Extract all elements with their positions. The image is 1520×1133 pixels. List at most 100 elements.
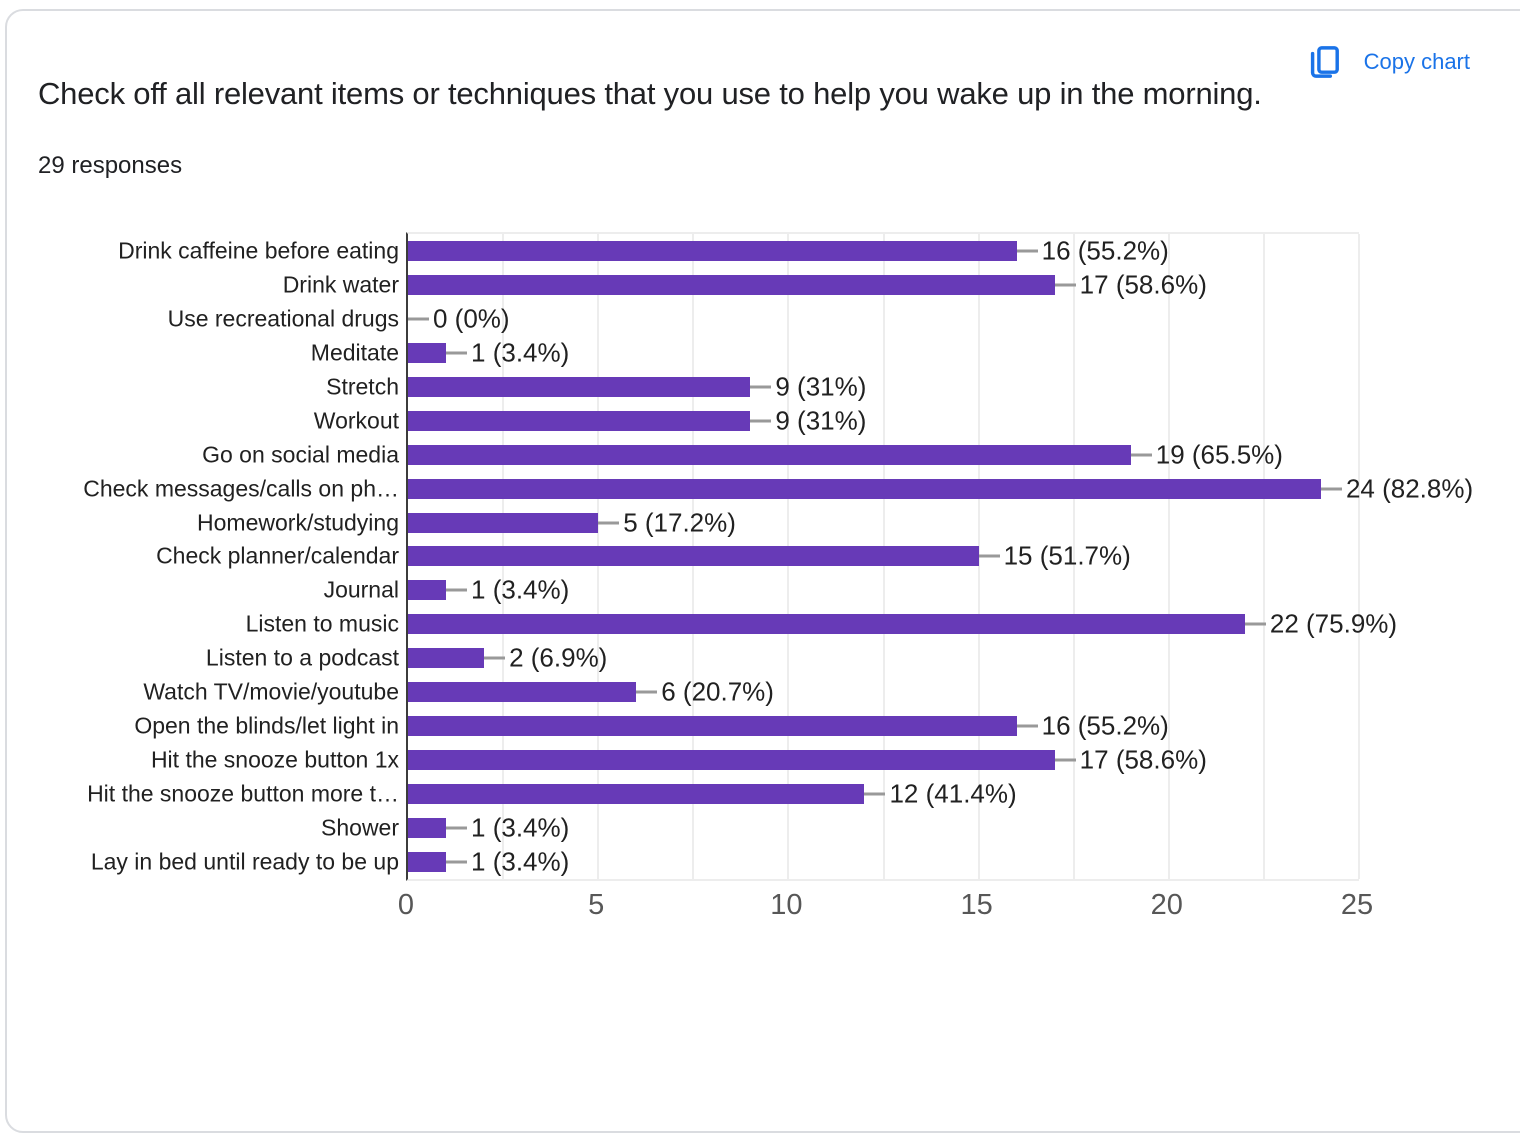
x-tick-label: 25 <box>1340 889 1374 921</box>
value-label: 6 (20.7%) <box>661 676 774 707</box>
whisker-line <box>1016 249 1038 253</box>
bar <box>408 784 865 805</box>
bar <box>408 546 979 567</box>
whisker-line <box>1054 283 1076 287</box>
copy-icon <box>1306 43 1342 81</box>
chart-row: Listen to a podcast 2 (6.9%) <box>206 641 1359 675</box>
chart-row: Listen to music 22 (75.9%) <box>246 607 1397 641</box>
bar <box>408 750 1055 771</box>
value-label: 22 (75.9%) <box>1269 608 1398 639</box>
chart-row: Use recreational drugs 0 (0%) <box>168 302 1359 336</box>
bar <box>408 240 1017 261</box>
whisker-line <box>446 860 468 864</box>
gridline <box>1167 234 1170 879</box>
bar <box>408 410 751 431</box>
value-label: 24 (82.8%) <box>1345 473 1474 504</box>
value-label: 5 (17.2%) <box>623 507 736 538</box>
value-label: 17 (58.6%) <box>1079 744 1207 775</box>
whisker-line <box>484 656 506 660</box>
bar <box>408 716 1017 737</box>
gridline <box>1358 234 1360 879</box>
value-label: 2 (6.9%) <box>509 642 608 673</box>
whisker-line <box>408 317 429 321</box>
chart-row: Drink caffeine before eating 16 (55.2%) <box>118 234 1359 268</box>
whisker-line <box>978 554 1000 558</box>
value-label: 1 (3.4%) <box>471 846 570 877</box>
category-label: Go on social media <box>202 441 399 468</box>
category-label: Use recreational drugs <box>167 305 399 332</box>
whisker-line <box>446 826 468 830</box>
gridline <box>1262 234 1265 879</box>
chart-row: Meditate 1 (3.4%) <box>311 336 1359 370</box>
category-label: Journal <box>323 576 399 603</box>
category-label: Meditate <box>310 339 399 366</box>
category-label: Watch TV/movie/youtube <box>143 678 399 705</box>
category-label: Listen to music <box>245 610 399 637</box>
value-label: 17 (58.6%) <box>1079 269 1207 300</box>
bar <box>408 818 447 839</box>
whisker-line <box>1054 758 1076 762</box>
x-tick-label: 10 <box>770 889 803 921</box>
value-label: 19 (65.5%) <box>1155 439 1283 470</box>
bar <box>408 444 1131 465</box>
gridline <box>1072 234 1075 879</box>
category-label: Hit the snooze button more t… <box>87 780 399 807</box>
chart-row: Hit the snooze button 1x 17 (58.6%) <box>151 743 1359 777</box>
chart-row: Hit the snooze button more t… 12 (41.4%) <box>87 777 1359 811</box>
bar <box>408 512 599 533</box>
chart-row: Open the blinds/let light in 16 (55.2%) <box>134 709 1359 743</box>
whisker-line <box>446 351 468 355</box>
chart-row: Stretch 9 (31%) <box>326 370 1359 404</box>
copy-chart-label: Copy chart <box>1363 49 1470 74</box>
chart-row: Check planner/calendar 15 (51.7%) <box>156 540 1359 574</box>
category-label: Workout <box>313 407 399 434</box>
bar <box>408 648 485 669</box>
category-label: Open the blinds/let light in <box>134 712 399 739</box>
x-tick-label: 15 <box>960 889 993 921</box>
value-label: 16 (55.2%) <box>1041 710 1169 741</box>
plot-area: Drink caffeine before eating 16 (55.2%) … <box>83 232 1473 881</box>
value-label: 12 (41.4%) <box>889 778 1017 809</box>
chart-row: Check messages/calls on ph… 24 (82.8%) <box>83 472 1473 506</box>
bar <box>408 342 447 363</box>
x-axis: 0 5 10 15 20 25 <box>398 889 1373 924</box>
value-label: 9 (31%) <box>775 371 867 402</box>
category-label: Drink water <box>282 271 399 298</box>
whisker-line <box>864 792 886 796</box>
chart-row: Drink water 17 (58.6%) <box>283 268 1359 302</box>
value-label: 0 (0%) <box>433 303 510 334</box>
value-label: 1 (3.4%) <box>471 574 570 605</box>
bar <box>408 852 447 873</box>
category-label: Hit the snooze button 1x <box>150 746 399 773</box>
copy-chart-button[interactable]: Copy chart <box>1306 38 1470 86</box>
value-label: 1 (3.4%) <box>471 812 570 843</box>
whisker-line <box>1130 453 1152 457</box>
whisker-line <box>1244 622 1266 626</box>
category-label: Shower <box>321 814 399 841</box>
whisker-line <box>1320 487 1342 491</box>
value-label: 15 (51.7%) <box>1003 540 1131 571</box>
whisker-line <box>1016 724 1038 728</box>
chart-row: Go on social media 19 (65.5%) <box>202 438 1359 472</box>
whisker-line <box>598 521 620 525</box>
bar <box>408 614 1245 635</box>
chart-row: Homework/studying 5 (17.2%) <box>197 506 1359 540</box>
category-label: Listen to a podcast <box>205 644 399 671</box>
value-label: 1 (3.4%) <box>471 337 570 368</box>
whisker-line <box>446 588 468 592</box>
category-label: Lay in bed until ready to be up <box>90 848 399 875</box>
chart-row: Lay in bed until ready to be up 1 (3.4%) <box>91 845 1359 879</box>
chart-row: Shower 1 (3.4%) <box>321 811 1359 845</box>
whisker-line <box>750 419 772 423</box>
response-count: 29 responses <box>38 152 183 179</box>
category-label: Homework/studying <box>197 509 399 536</box>
bar <box>408 478 1321 499</box>
value-label: 9 (31%) <box>775 405 867 436</box>
whisker-line <box>750 385 772 389</box>
value-label: 16 (55.2%) <box>1041 235 1169 266</box>
category-label: Check messages/calls on ph… <box>83 475 399 502</box>
x-tick-label: 20 <box>1150 889 1183 921</box>
chart-row: Watch TV/movie/youtube 6 (20.7%) <box>143 675 1359 709</box>
bar <box>408 376 751 397</box>
bar <box>408 580 447 601</box>
